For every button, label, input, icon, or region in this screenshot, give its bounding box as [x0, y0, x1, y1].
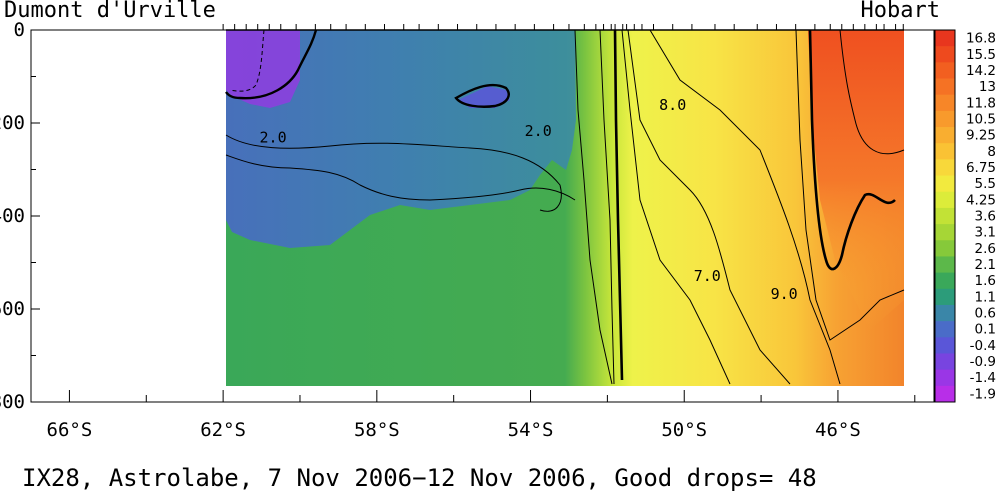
isotherm-2-0-lower [225, 154, 576, 201]
isotherm-7-0 [621, 30, 731, 385]
y-tick-label: 400 [0, 205, 25, 227]
colorbar-label: 10.5 [966, 111, 996, 127]
colorbar-swatch [935, 46, 955, 63]
colorbar-swatch [935, 240, 955, 257]
contour-label: 8.0 [659, 96, 686, 114]
x-tick-label: 62°S [200, 419, 246, 441]
y-tick-label: 800 [0, 391, 25, 413]
colorbar-label: -0.9 [970, 354, 996, 370]
colorbar-swatch [935, 353, 955, 371]
x-tick-label: 50°S [661, 419, 707, 441]
colorbar-swatch [935, 78, 955, 96]
isotherm-dashed [229, 30, 265, 92]
field-warm-core [808, 30, 904, 330]
colorbar-swatch [935, 369, 955, 387]
isotherm-2-0-upper [225, 134, 562, 212]
colorbar-swatch [935, 304, 955, 322]
temperature-field [226, 30, 904, 386]
colorbar-label: 13 [979, 79, 996, 95]
chart-caption: IX28, Astrolabe, 7 Nov 2006−12 Nov 2006,… [22, 464, 817, 492]
colorbar-frame [934, 29, 956, 403]
colorbar-label: -0.4 [970, 338, 996, 354]
isotherm-warm-outer [795, 30, 905, 341]
contour-label: 9.0 [771, 285, 798, 303]
y-axis-ticks: 0 200 400 600 800 [0, 19, 40, 413]
colorbar-label: 6.75 [966, 160, 996, 176]
x-tick-label: 66°S [47, 419, 93, 441]
colorbar-label: 2.1 [975, 257, 996, 273]
contour-label: 2.0 [525, 122, 552, 140]
colorbar-swatch [935, 143, 955, 160]
contour-label: 7.0 [694, 267, 721, 285]
contour-label-layer: 2.0 2.0 8.0 7.0 9.0 [260, 96, 798, 303]
x-tick-label: 54°S [508, 419, 554, 441]
isotherm-9-0 [649, 30, 841, 385]
colorbar-swatch [935, 256, 955, 274]
x-axis-ticks: 66°S 62°S 58°S 54°S 50°S 46°S [47, 390, 916, 441]
colorbar-label: 0.1 [975, 322, 996, 338]
colorbar-swatch [935, 321, 955, 338]
colorbar-label: 0.6 [975, 306, 996, 322]
isotherm-8-0 [627, 30, 791, 385]
isotherm-cold-loop [454, 83, 510, 108]
y-tick-label: 600 [0, 298, 25, 320]
isotherm-contours [225, 30, 905, 385]
colorbar-label: 9.25 [966, 128, 996, 144]
colorbar-swatch [935, 385, 955, 403]
colorbar-label: 4.25 [966, 192, 996, 208]
x-tick-label: 46°S [815, 419, 861, 441]
isotherm-front-thick [613, 30, 624, 381]
isotherm-front-1 [574, 30, 613, 385]
colorbar-swatch [935, 159, 955, 177]
colorbar-swatch [935, 288, 955, 306]
isotherm-warm-thick [808, 30, 896, 271]
isotherm-front-2 [599, 30, 615, 385]
colorbar-label: 14.2 [966, 63, 996, 79]
colorbar-label: 8 [987, 144, 996, 160]
colorbar-label: 15.5 [966, 47, 996, 63]
colorbar-label: 1.1 [975, 289, 996, 305]
colorbar-label: 3.6 [975, 209, 996, 225]
colorbar-label: 1.6 [975, 273, 996, 289]
isotherm-warm-inner [839, 30, 905, 155]
colorbar-swatch [935, 30, 955, 47]
colorbar-swatch [935, 110, 955, 128]
colorbar-label: 11.8 [966, 95, 996, 111]
colorbar-swatch [935, 127, 955, 144]
right-station-label: Hobart [860, 0, 940, 23]
x-tick-label: 58°S [354, 419, 400, 441]
colorbar-swatch [935, 175, 955, 193]
isotherm-zero [225, 30, 318, 100]
colorbar-label: 16.8 [966, 31, 996, 47]
colorbar-swatch [935, 272, 955, 290]
colorbar-label: -1.9 [970, 386, 996, 402]
colorbar-swatch [935, 62, 955, 80]
colorbar-label: 3.1 [975, 225, 996, 241]
contour-label: 2.0 [260, 129, 287, 147]
field-cold-patch [458, 86, 510, 108]
chart-axes: 0 200 400 600 800 66°S 62°S 58°S 54°S 50°S 46°S [0, 19, 935, 441]
colorbar-swatch [935, 224, 955, 241]
colorbar-swatch [935, 94, 955, 112]
colorbar-label: -1.4 [970, 370, 996, 386]
colorbar: 16.815.514.21311.810.59.2586.755.54.253.… [934, 29, 996, 403]
y-tick-label: 200 [0, 112, 25, 134]
left-station-label: Dumont d'Urville [4, 0, 216, 23]
colorbar-swatch [935, 207, 955, 225]
drop-tick-marks [222, 24, 904, 30]
colorbar-swatch [935, 337, 955, 354]
colorbar-label: 5.5 [975, 176, 996, 192]
colorbar-swatch [935, 191, 955, 209]
colorbar-label: 2.6 [975, 241, 996, 257]
y-tick-label: 0 [14, 19, 25, 41]
